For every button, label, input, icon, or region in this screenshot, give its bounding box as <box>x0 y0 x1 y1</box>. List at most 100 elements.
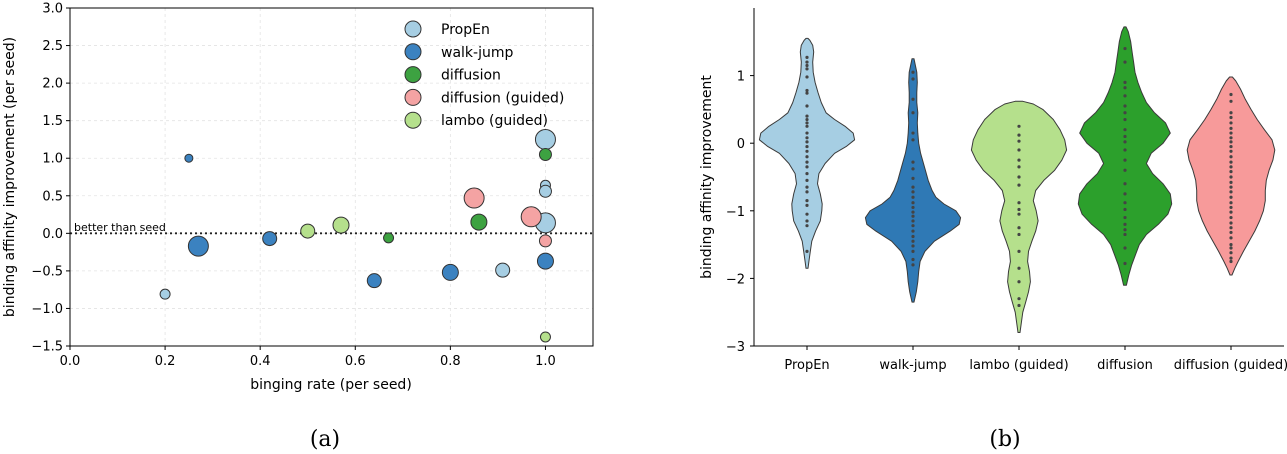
violin-point <box>805 114 809 118</box>
y-tick-label: 1.5 <box>42 114 63 129</box>
violin-point <box>911 167 915 171</box>
violin-point <box>805 117 809 122</box>
violin-point <box>805 224 809 228</box>
violin-point <box>1229 180 1233 185</box>
violin-point <box>805 144 809 149</box>
violin-point <box>1229 221 1233 225</box>
violin-point <box>1123 134 1127 139</box>
violin-point <box>805 124 809 128</box>
violin-point <box>1229 190 1233 194</box>
x-tick-label: diffusion (guided) <box>1174 358 1287 373</box>
scatter-point <box>538 234 552 248</box>
violin-point <box>805 131 809 135</box>
y-tick-label: −1 <box>726 205 745 220</box>
violin-point <box>1229 256 1233 260</box>
violin-point <box>911 201 915 205</box>
scatter-point <box>470 213 488 231</box>
violin-point <box>911 210 915 214</box>
violin-point <box>911 205 915 210</box>
scatter-point <box>441 263 459 281</box>
violin-point <box>1123 104 1127 108</box>
legend-label: diffusion <box>441 68 501 84</box>
scatter-y-axis-label: binding affinity improvement (per seed) <box>2 37 18 317</box>
scatter-y-ticks: −1.5 −1.0 −0.5 0.0 0.5 1.0 1.5 2.0 2.5 3.0 <box>31 2 70 355</box>
violin-point <box>1017 183 1021 187</box>
legend-marker <box>404 66 422 84</box>
legend-marker <box>404 20 422 38</box>
violin-point <box>1229 175 1233 179</box>
violin-point <box>1123 232 1127 237</box>
violin-point <box>805 212 809 216</box>
violin-point <box>805 75 809 79</box>
scatter-x-ticks: 0.0 0.2 0.4 0.6 0.8 1.0 <box>60 346 556 369</box>
violin-point <box>1123 261 1127 266</box>
violin-point <box>1017 201 1021 205</box>
violin-point <box>911 249 915 253</box>
violin-point <box>911 138 915 142</box>
violin-point <box>911 239 915 243</box>
violin-point <box>1017 266 1021 270</box>
violin-point <box>911 111 915 115</box>
x-tick-label: diffusion <box>1097 358 1153 373</box>
violin-point <box>805 104 809 108</box>
scatter-point <box>366 273 382 289</box>
violin-point <box>1017 232 1021 237</box>
violin-point <box>1017 280 1021 284</box>
scatter-point <box>383 232 395 244</box>
violin-point <box>805 55 809 59</box>
scatter-point <box>538 147 552 161</box>
violin-point <box>1229 210 1233 214</box>
scatter-point <box>463 187 485 209</box>
caption-a: (a) <box>310 427 340 452</box>
violin-point <box>1017 133 1021 137</box>
violin-point <box>805 185 809 189</box>
violin-point <box>911 234 915 239</box>
violin-point <box>1123 128 1127 132</box>
violin-point <box>911 160 915 164</box>
violin-x-ticks: PropEn walk-jump lambo (guided) diffusion di… <box>784 346 1287 373</box>
legend-marker <box>404 111 422 129</box>
violin-point <box>805 219 809 223</box>
violin-point <box>805 160 809 164</box>
violin-point <box>911 70 915 74</box>
violin-point <box>805 136 809 140</box>
violin-point <box>911 257 915 262</box>
y-tick-label: −0.5 <box>31 264 63 279</box>
violin-point <box>805 155 809 159</box>
x-tick-label: 0.0 <box>60 354 81 369</box>
violin-point <box>1229 195 1233 199</box>
violin-point <box>1123 168 1127 172</box>
violin-point <box>911 185 915 189</box>
violin-point <box>1123 86 1127 90</box>
violin-point <box>805 63 809 68</box>
violin-point <box>1229 259 1233 264</box>
violin-point <box>805 172 809 176</box>
scatter-axes-frame <box>69 7 594 347</box>
violin-point <box>1229 144 1233 149</box>
violin-point <box>911 77 915 81</box>
violin-y-ticks: −3 −2 −1 0 1 <box>726 70 754 355</box>
violin-point <box>1017 158 1021 162</box>
violin-body <box>1077 26 1173 286</box>
y-tick-label: −1.0 <box>31 302 63 317</box>
violin-point <box>1229 246 1233 250</box>
violin-point <box>805 91 809 95</box>
scatter-point <box>187 235 209 257</box>
scatter-point <box>262 231 278 247</box>
x-tick-label: 0.6 <box>345 354 366 369</box>
scatter-point <box>300 223 316 239</box>
violin-point <box>805 60 809 64</box>
y-tick-label: −1.5 <box>31 340 63 355</box>
violin-point <box>1229 169 1233 174</box>
y-tick-label: 1 <box>737 70 745 85</box>
violin-y-axis-label: binding affinity improvement <box>699 75 715 279</box>
violin-point <box>805 190 809 194</box>
violin-point <box>805 199 809 203</box>
x-tick-label: walk-jump <box>879 358 946 373</box>
violin-point <box>1123 111 1127 115</box>
violin-point <box>1229 99 1233 103</box>
scatter-point <box>536 252 554 270</box>
scatter-point <box>159 288 171 300</box>
violin-point <box>1017 303 1021 308</box>
violin-point <box>1123 228 1127 232</box>
